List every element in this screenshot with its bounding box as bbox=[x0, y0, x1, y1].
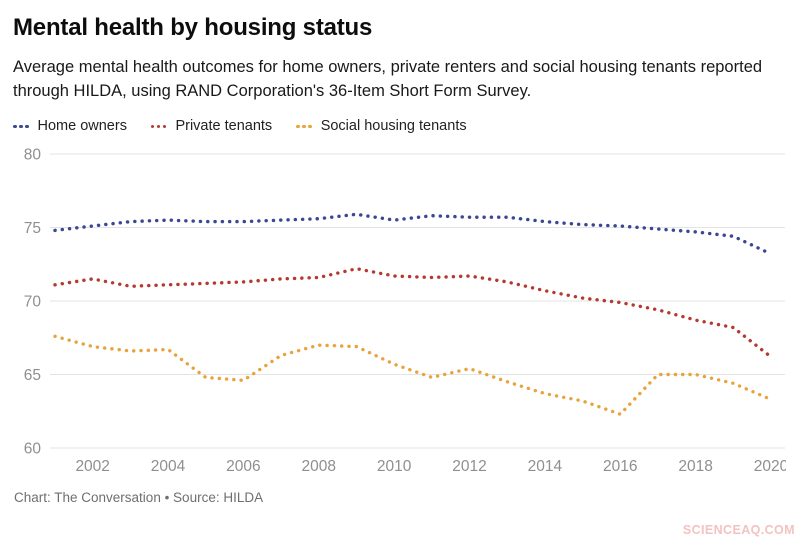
svg-text:2018: 2018 bbox=[678, 458, 712, 475]
svg-text:80: 80 bbox=[24, 147, 42, 164]
legend-label: Private tenants bbox=[175, 118, 273, 135]
x-axis-labels: 2002 2004 2006 2008 2010 2012 2014 2016 2018 2020 bbox=[75, 458, 788, 475]
series-home-owners bbox=[53, 213, 773, 257]
svg-text:2016: 2016 bbox=[603, 458, 637, 475]
svg-text:2006: 2006 bbox=[226, 458, 260, 475]
svg-text:65: 65 bbox=[24, 367, 41, 384]
chart-subtitle: Average mental health outcomes for home … bbox=[13, 57, 763, 100]
y-axis-labels: 80 75 70 65 60 bbox=[24, 147, 42, 458]
legend-dotted-line-icon bbox=[296, 124, 312, 129]
series-private-tenants bbox=[53, 267, 773, 360]
svg-text:2002: 2002 bbox=[75, 458, 109, 475]
legend-label: Home owners bbox=[37, 118, 127, 135]
chart-area: 80 75 70 65 60 2002 2004 2006 2008 2010 2012 2014 20… bbox=[13, 138, 789, 488]
legend: Home owners Private tenants Social housing… bbox=[13, 118, 786, 134]
svg-text:2020: 2020 bbox=[754, 458, 786, 475]
legend-dotted-line-icon bbox=[13, 124, 29, 129]
svg-text:75: 75 bbox=[24, 220, 41, 237]
svg-text:2004: 2004 bbox=[151, 458, 186, 475]
source-credit: Chart: The Conversation • Source: HILDA bbox=[14, 490, 264, 506]
svg-text:2010: 2010 bbox=[377, 458, 412, 475]
chart-title: Mental health by housing status bbox=[13, 14, 373, 41]
svg-text:60: 60 bbox=[24, 441, 42, 458]
gridlines bbox=[50, 153, 785, 449]
watermark: SCIENCEAQ.COM bbox=[682, 523, 795, 537]
legend-dotted-line-icon bbox=[150, 124, 167, 129]
legend-item-home-owners: Home owners bbox=[13, 118, 127, 134]
svg-text:2008: 2008 bbox=[302, 458, 336, 475]
legend-item-social-housing-tenants: Social housing tenants bbox=[296, 118, 467, 135]
legend-item-private-tenants: Private tenants bbox=[150, 118, 273, 135]
svg-text:2014: 2014 bbox=[528, 458, 563, 475]
series-social-housing-tenants bbox=[53, 335, 773, 417]
svg-text:2012: 2012 bbox=[452, 458, 486, 475]
svg-text:70: 70 bbox=[24, 294, 42, 311]
legend-label: Social housing tenants bbox=[320, 118, 467, 135]
